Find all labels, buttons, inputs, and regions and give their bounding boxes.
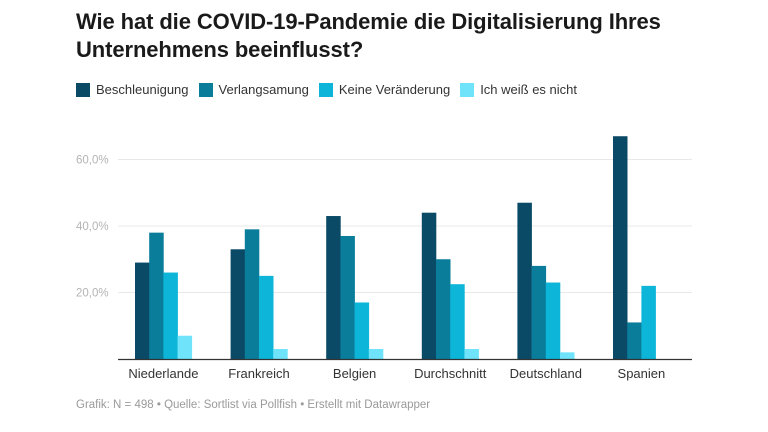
bar-niederlande-2	[163, 272, 178, 359]
x-tick-label: Spanien	[618, 366, 666, 381]
x-tick-label: Frankreich	[228, 366, 289, 381]
bar-deutschland-2	[545, 282, 561, 359]
bar-belgien-0	[326, 216, 341, 359]
bar-deutschland-1	[531, 265, 547, 359]
bar-belgien-2	[354, 302, 370, 359]
bar-deutschland-3	[560, 352, 575, 359]
legend-label: Ich weiß es nicht	[480, 82, 578, 97]
bar-deutschland-0	[517, 202, 532, 359]
bar-niederlande-0	[135, 262, 150, 359]
bar-durchschnitt-0	[421, 212, 437, 359]
bar-frankreich-1	[244, 229, 260, 359]
bar-niederlande-3	[177, 335, 193, 359]
bar-niederlande-1	[149, 232, 164, 359]
bar-spanien-1	[627, 322, 642, 359]
legend-item-keine-veraenderung: Keine Veränderung	[318, 82, 451, 97]
x-tick-label: Durchschnitt	[414, 366, 487, 381]
legend-item-ich-weiss-es-nicht: Ich weiß es nicht	[460, 82, 577, 97]
legend-label: Beschleunigung	[96, 82, 189, 97]
chart-title: Wie hat die COVID-19-Pandemie die Digita…	[76, 9, 661, 62]
y-tick-label: 40,0%	[76, 221, 109, 233]
legend-item-beschleunigung: Beschleunigung	[76, 82, 189, 97]
bar-belgien-3	[368, 349, 384, 359]
x-tick-label: Deutschland	[510, 366, 582, 381]
y-tick-label: 60,0%	[76, 155, 109, 167]
y-tick-label: 20,0%	[76, 288, 109, 300]
bar-frankreich-3	[273, 349, 288, 359]
legend-label: Verlangsamung	[218, 82, 309, 97]
x-axis-labels: Niederlande Frankreich Belgien Durchschnitt…	[128, 366, 665, 381]
gridlines	[118, 159, 692, 293]
x-tick-label: Niederlande	[128, 366, 198, 381]
legend-swatch	[76, 82, 90, 97]
bar-durchschnitt-3	[464, 349, 479, 359]
y-axis-ticks: 20,0% 40,0% 60,0%	[76, 155, 109, 300]
bar-belgien-1	[340, 235, 355, 359]
bar-frankreich-2	[259, 275, 274, 359]
legend-item-verlangsamung: Verlangsamung	[198, 82, 309, 97]
bar-spanien-0	[613, 136, 628, 359]
source-footer: Grafik: N = 498 • Quelle: Sortlist via P…	[76, 399, 431, 411]
legend: Beschleunigung Verlangsamung Keine Verän…	[76, 82, 587, 97]
bar-durchschnitt-1	[436, 259, 451, 359]
bars	[135, 136, 656, 359]
bar-durchschnitt-2	[450, 284, 465, 359]
legend-swatch	[198, 82, 213, 97]
x-tick-label: Belgien	[333, 366, 376, 381]
bar-spanien-2	[641, 285, 656, 359]
legend-swatch	[318, 82, 333, 97]
legend-swatch	[460, 82, 475, 97]
bar-frankreich-0	[230, 249, 246, 359]
legend-label: Keine Veränderung	[338, 82, 451, 97]
